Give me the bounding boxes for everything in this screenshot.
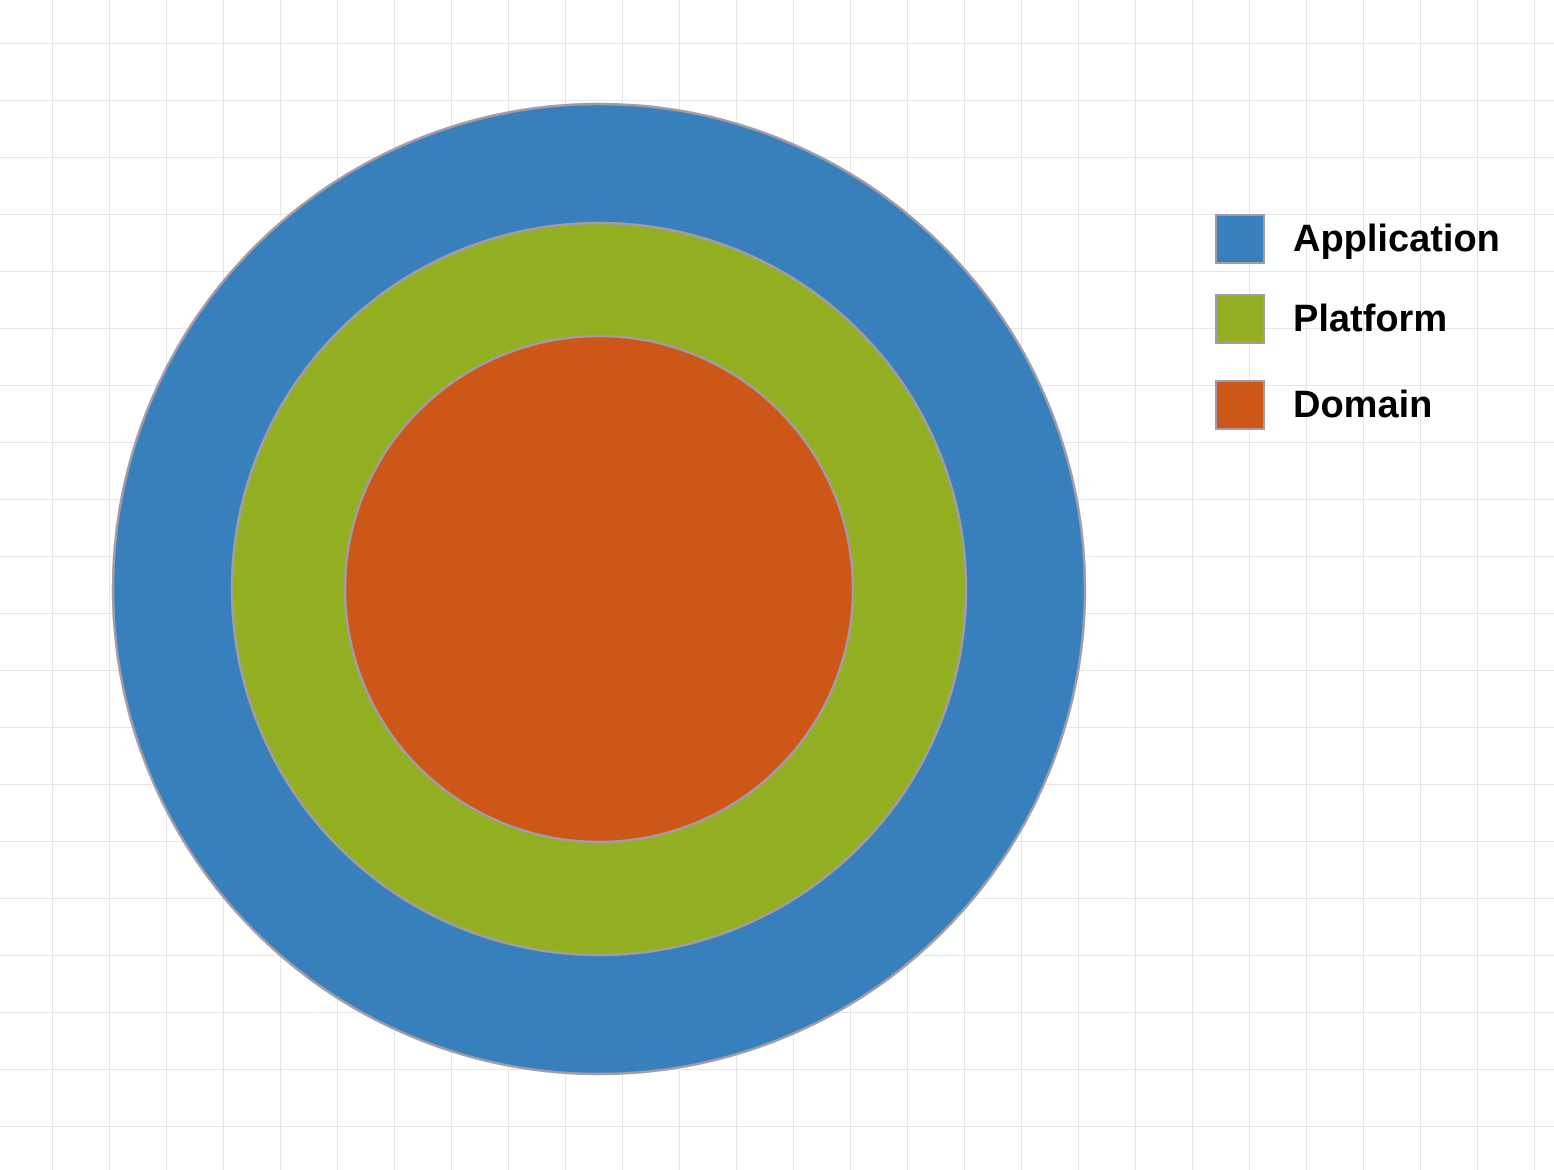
legend-item-application: Application bbox=[1215, 212, 1500, 266]
legend-label-application: Application bbox=[1293, 217, 1500, 260]
legend-label-platform: Platform bbox=[1293, 297, 1448, 340]
legend-label-domain: Domain bbox=[1293, 383, 1433, 426]
legend-swatch-platform bbox=[1215, 294, 1265, 344]
legend-item-domain: Domain bbox=[1215, 378, 1432, 432]
legend-swatch-application bbox=[1215, 214, 1265, 264]
legend-item-platform: Platform bbox=[1215, 292, 1447, 346]
legend-swatch-domain bbox=[1215, 380, 1265, 430]
domain-core bbox=[343, 334, 855, 844]
